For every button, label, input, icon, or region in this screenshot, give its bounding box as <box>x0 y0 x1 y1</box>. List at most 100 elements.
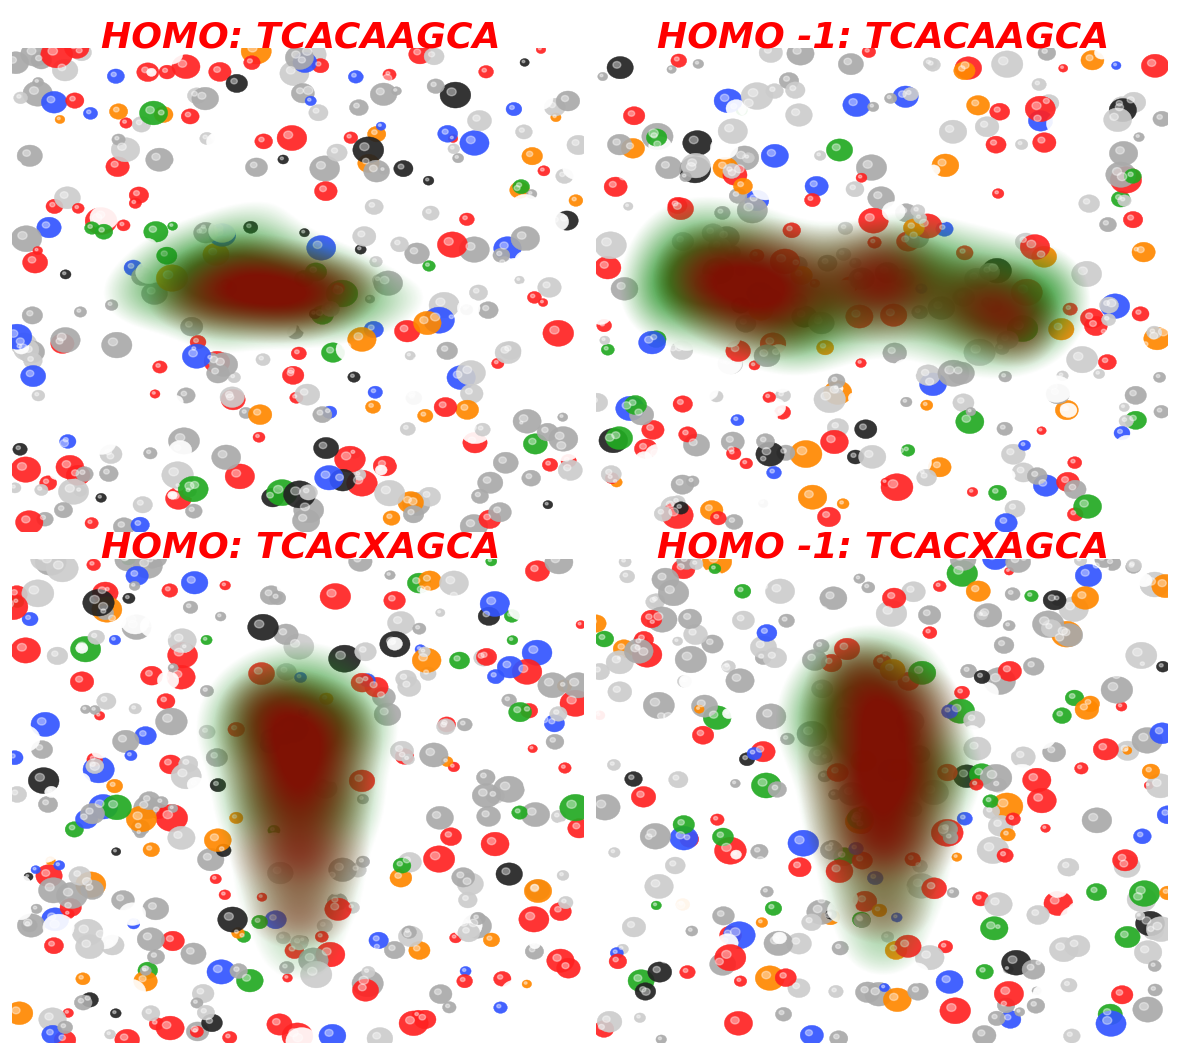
Circle shape <box>437 342 458 360</box>
Circle shape <box>227 792 232 797</box>
Circle shape <box>1117 195 1132 206</box>
Circle shape <box>192 87 218 110</box>
Circle shape <box>1061 404 1068 411</box>
Circle shape <box>418 487 440 506</box>
Circle shape <box>454 655 460 661</box>
Circle shape <box>384 511 400 526</box>
Circle shape <box>41 869 50 877</box>
Circle shape <box>525 944 544 960</box>
Circle shape <box>361 511 365 513</box>
Circle shape <box>1005 551 1030 572</box>
Circle shape <box>722 661 735 672</box>
Circle shape <box>1011 406 1017 412</box>
Circle shape <box>843 94 870 117</box>
Circle shape <box>680 831 699 847</box>
Circle shape <box>1063 303 1077 315</box>
Circle shape <box>369 202 374 207</box>
Circle shape <box>221 389 245 410</box>
Circle shape <box>558 896 573 909</box>
Circle shape <box>733 781 735 784</box>
Circle shape <box>132 705 136 709</box>
Circle shape <box>569 195 583 206</box>
Circle shape <box>992 1014 997 1018</box>
Circle shape <box>26 370 34 377</box>
Circle shape <box>434 398 457 417</box>
Circle shape <box>90 562 94 565</box>
Circle shape <box>1119 415 1134 428</box>
Circle shape <box>489 502 511 521</box>
Circle shape <box>1048 881 1068 898</box>
Circle shape <box>550 706 568 721</box>
Circle shape <box>839 710 844 714</box>
Circle shape <box>1127 780 1133 784</box>
Circle shape <box>387 572 391 576</box>
Circle shape <box>762 971 771 979</box>
Circle shape <box>452 913 483 938</box>
Circle shape <box>33 78 44 86</box>
Circle shape <box>355 775 362 781</box>
Circle shape <box>843 686 864 704</box>
Circle shape <box>763 398 786 416</box>
Circle shape <box>771 936 779 944</box>
Circle shape <box>556 432 564 439</box>
Circle shape <box>131 517 150 533</box>
Circle shape <box>139 792 160 810</box>
Circle shape <box>540 168 544 171</box>
Circle shape <box>222 583 225 585</box>
Circle shape <box>183 344 211 368</box>
Circle shape <box>136 262 162 284</box>
Circle shape <box>994 637 1014 653</box>
Circle shape <box>19 340 45 363</box>
Circle shape <box>629 400 636 405</box>
Circle shape <box>859 176 861 178</box>
Circle shape <box>808 312 834 334</box>
Circle shape <box>248 404 271 425</box>
Circle shape <box>139 101 168 124</box>
Circle shape <box>284 943 304 959</box>
Circle shape <box>321 343 345 363</box>
Circle shape <box>322 719 347 741</box>
Circle shape <box>791 294 807 307</box>
Circle shape <box>284 722 294 730</box>
Circle shape <box>248 614 278 641</box>
Circle shape <box>837 968 840 970</box>
Circle shape <box>350 674 373 692</box>
Circle shape <box>320 186 327 192</box>
Circle shape <box>97 693 116 710</box>
Circle shape <box>101 188 110 196</box>
Circle shape <box>945 366 955 373</box>
Circle shape <box>192 984 214 1002</box>
Circle shape <box>1142 764 1160 779</box>
Circle shape <box>330 469 355 492</box>
Circle shape <box>858 361 861 363</box>
Circle shape <box>726 668 754 693</box>
Circle shape <box>85 996 90 1000</box>
Circle shape <box>562 96 569 101</box>
Circle shape <box>491 718 506 730</box>
Circle shape <box>1028 593 1031 596</box>
Circle shape <box>514 277 524 284</box>
Circle shape <box>84 107 98 119</box>
Circle shape <box>693 561 696 564</box>
Circle shape <box>562 899 566 903</box>
Circle shape <box>301 503 309 511</box>
Circle shape <box>60 192 68 198</box>
Circle shape <box>852 845 857 849</box>
Circle shape <box>503 682 507 686</box>
Circle shape <box>902 582 925 602</box>
Circle shape <box>916 365 940 385</box>
Circle shape <box>676 552 696 569</box>
Circle shape <box>290 639 300 647</box>
Circle shape <box>1129 415 1136 420</box>
Circle shape <box>725 246 741 260</box>
Circle shape <box>906 874 936 898</box>
Circle shape <box>21 516 30 522</box>
Circle shape <box>595 311 601 316</box>
Circle shape <box>72 470 79 476</box>
Circle shape <box>50 920 59 928</box>
Circle shape <box>904 383 916 393</box>
Circle shape <box>721 95 729 101</box>
Circle shape <box>47 913 55 920</box>
Circle shape <box>203 687 208 692</box>
Circle shape <box>439 571 468 596</box>
